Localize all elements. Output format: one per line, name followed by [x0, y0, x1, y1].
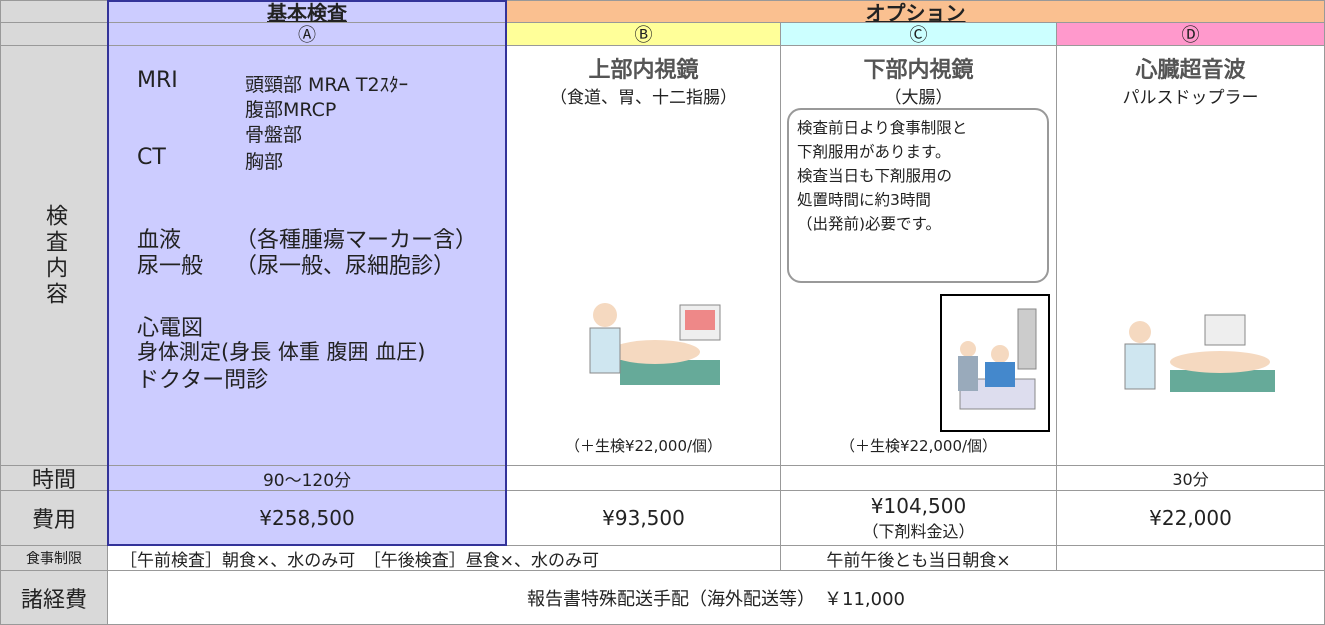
item-detail: （尿一般、尿細胞診）: [235, 254, 456, 279]
callout-line: 処置時間に約3時間: [797, 191, 931, 209]
callout: 検査前日より食事制限と 下剤服用があります。 検査当日も下剤服用の 処置時間に約…: [787, 108, 1049, 283]
exam-title: 心臓超音波: [1135, 58, 1246, 83]
options-header: オプション: [506, 0, 1325, 25]
blank-label: [0, 22, 108, 46]
item: 血液: [137, 228, 182, 253]
item: 心電図: [137, 316, 204, 341]
cell: ［午前検査］朝食×、水のみ可 ［午後検査］昼食×、水のみ可: [107, 545, 781, 571]
illustration: [940, 294, 1050, 432]
item: 尿一般: [137, 254, 204, 279]
item-detail: 頭頸部 MRA T2ｽﾀｰ: [245, 74, 409, 96]
row-label: 時間: [0, 465, 108, 493]
item: MRI: [137, 68, 178, 93]
exam-subtitle: パルスドップラー: [1122, 88, 1259, 108]
item: 身体測定(身長 体重 腹囲 血圧): [137, 340, 426, 364]
illustration: [1124, 314, 1275, 392]
cell: ¥22,000: [1056, 490, 1325, 546]
basic-cell: [107, 45, 507, 466]
cell: [780, 465, 1057, 491]
col-label: Ⓐ: [107, 22, 507, 46]
item-detail: 骨盤部: [245, 124, 303, 146]
cell: ¥104,500 （下剤料金込）: [780, 490, 1057, 546]
row-label: 費用: [0, 490, 108, 546]
row-label: 検査内容: [0, 45, 108, 466]
price-note: （下剤料金込）: [862, 522, 975, 541]
exam-subtitle: （大腸）: [884, 88, 953, 108]
price: ¥104,500: [870, 494, 967, 518]
illustration: [589, 303, 721, 385]
callout-line: 検査前日より食事制限と: [797, 119, 968, 137]
col-label: Ⓒ: [780, 22, 1057, 46]
cell: 90〜120分: [107, 465, 507, 491]
item-detail: （各種腫瘍マーカー含）: [235, 228, 478, 253]
corner: [0, 0, 108, 23]
note: （＋生検¥22,000/個）: [564, 437, 723, 455]
callout-line: （出発前)必要です。: [797, 215, 941, 233]
cell: [506, 465, 781, 491]
callout-line: 下剤服用があります。: [797, 143, 951, 161]
item-detail: 腹部MRCP: [245, 99, 337, 121]
cell: 午前午後とも当日朝食×: [780, 545, 1057, 571]
cell: 30分: [1056, 465, 1325, 491]
cell: ¥93,500: [506, 490, 781, 546]
note: （＋生検¥22,000/個）: [839, 437, 998, 455]
callout-line: 検査当日も下剤服用の: [797, 167, 953, 185]
basic-header: 基本検査: [107, 0, 507, 25]
exam-title: 上部内視鏡: [588, 58, 699, 83]
exam-title: 下部内視鏡: [863, 58, 974, 83]
cell: ¥258,500: [107, 490, 507, 546]
col-label: Ⓑ: [506, 22, 781, 46]
row-label: 諸経費: [0, 570, 108, 625]
exam-subtitle: （食道、胃、十二指腸）: [550, 88, 737, 108]
item: ドクター問診: [137, 368, 269, 393]
row-label: 食事制限: [0, 545, 108, 571]
cell: 報告書特殊配送手配（海外配送等） ￥11,000: [107, 570, 1325, 625]
col-label: Ⓓ: [1056, 22, 1325, 46]
cell: [1056, 545, 1325, 571]
item: CT: [137, 145, 166, 170]
item-detail: 胸部: [245, 151, 284, 173]
